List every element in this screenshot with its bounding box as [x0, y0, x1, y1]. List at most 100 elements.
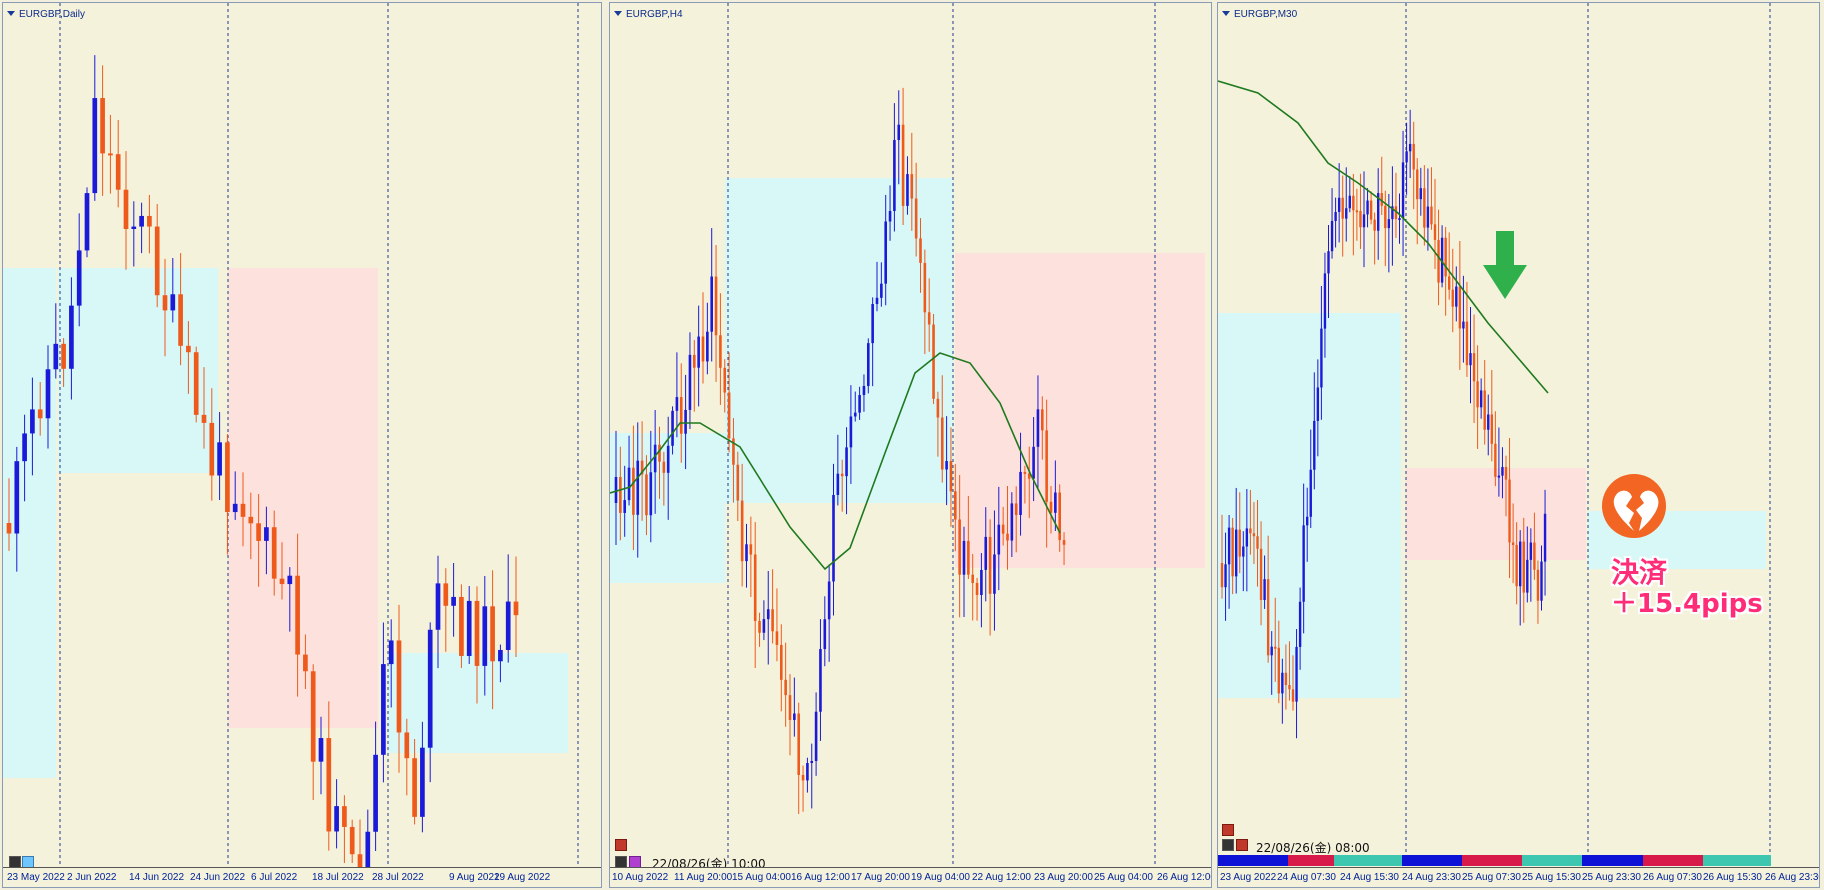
x-axis-label: 23 Aug 2022 [1220, 872, 1277, 883]
candle-body [295, 575, 300, 655]
down-arrow-icon [1483, 231, 1527, 299]
candle-body [404, 732, 410, 759]
candle-body [1462, 321, 1465, 329]
candle-body [1259, 548, 1263, 600]
x-axis-label: 18 Jul 2022 [312, 872, 364, 883]
minus-icon[interactable] [1222, 824, 1234, 836]
candle-body [1010, 503, 1014, 541]
candle-body [1242, 546, 1245, 557]
strength-bar-segment [1462, 855, 1522, 866]
support-zone-box [388, 653, 568, 753]
candle-body [1451, 289, 1454, 307]
candle-body [154, 226, 160, 296]
candle-body [832, 494, 835, 582]
chart-panel-daily[interactable]: EURGBP,Daily 23 May 2022 2 Jun 2022 14 Jun… [2, 2, 602, 888]
candle-body [714, 276, 718, 336]
candle-body [1416, 169, 1419, 200]
candle-body [836, 473, 840, 495]
candle-body [923, 262, 927, 313]
chart-canvas-m30[interactable] [1218, 3, 1820, 888]
candle-body [1519, 541, 1522, 587]
candle-body [849, 416, 853, 448]
candle-body [1533, 542, 1536, 570]
chart-panel-h4[interactable]: EURGBP,H4 22/08/26(金) 10:00 10 Aug 2022 1… [609, 2, 1212, 888]
candle-body [1522, 541, 1525, 593]
chart-title: EURGBP,M30 [1222, 9, 1297, 20]
candle-body [1270, 646, 1273, 656]
candle-body [692, 354, 696, 368]
dropdown-triangle-icon[interactable] [614, 11, 622, 16]
candle-body [1291, 689, 1295, 702]
candle-body [645, 474, 648, 516]
candle-body [784, 679, 787, 696]
candle-body [1023, 471, 1027, 474]
candle-body [766, 609, 770, 620]
candle-body [1220, 563, 1224, 588]
candle-body [649, 472, 653, 516]
candle-body [1526, 559, 1529, 593]
candle-body [1245, 528, 1249, 547]
candle-body [771, 609, 774, 632]
candle-body [1032, 446, 1035, 479]
candle-body [623, 500, 627, 513]
indicator-toggle-icon[interactable] [1236, 839, 1248, 851]
candle-body [684, 409, 687, 434]
candle-body [45, 369, 51, 419]
x-axis-label: 26 Aug 12:00 [1157, 872, 1212, 883]
dropdown-triangle-icon[interactable] [1222, 11, 1230, 16]
candle-body [1508, 479, 1511, 543]
candle-body [505, 601, 511, 650]
candle-body [1006, 533, 1009, 541]
candle-body [919, 238, 922, 263]
candle-body [1448, 276, 1451, 290]
candle-body [1536, 569, 1540, 601]
candle-body [279, 578, 285, 585]
candle-body [1049, 501, 1053, 513]
candle-body [381, 664, 386, 755]
candle-body [1014, 503, 1018, 515]
candle-body [326, 738, 332, 832]
candle-body [679, 397, 683, 434]
candle-body [1444, 237, 1447, 277]
candle-body [1330, 220, 1334, 252]
candle-body [412, 758, 417, 817]
strength-bar-segment [1288, 855, 1334, 866]
candle-body [1274, 646, 1277, 649]
candle-body [1419, 188, 1422, 200]
strength-bar-segment [1643, 855, 1703, 866]
candle-body [1295, 646, 1298, 702]
candle-body [1040, 409, 1044, 431]
candle-body [373, 754, 378, 832]
candle-body [1337, 197, 1341, 213]
dropdown-triangle-icon[interactable] [7, 11, 15, 16]
candle-body [53, 343, 59, 370]
candle-body [871, 304, 874, 344]
candle-body [1313, 420, 1316, 470]
settle-value: ＋15.4pips [1611, 589, 1763, 619]
x-axis-label: 19 Aug 2022 [494, 872, 551, 883]
candle-body [61, 343, 66, 369]
candle-body [1277, 647, 1280, 694]
candle-body [1366, 200, 1369, 215]
candle-body [84, 193, 90, 251]
candle-body [178, 294, 183, 346]
candle-body [1479, 390, 1483, 408]
candle-body [862, 385, 866, 396]
candle-body [451, 596, 456, 606]
candle-body [688, 354, 692, 410]
candle-body [1369, 200, 1373, 220]
candle-body [435, 583, 441, 630]
chart-panel-m30[interactable]: EURGBP,M30 22/08/26(金) 08:00 決済 ＋15.4pip… [1217, 2, 1820, 888]
candle-body [640, 460, 644, 475]
x-axis: 10 Aug 2022 11 Aug 20:00 15 Aug 04:00 16 Au… [610, 867, 1211, 887]
candle-body [658, 444, 661, 462]
candle-body [123, 189, 129, 230]
chart-canvas-daily[interactable] [3, 3, 602, 888]
candle-body [100, 98, 105, 154]
minus-icon[interactable] [615, 839, 627, 851]
moving-average-line [610, 352, 1061, 571]
candle-body [1284, 672, 1288, 686]
eye-icon[interactable] [1222, 839, 1234, 851]
chart-canvas-h4[interactable] [610, 3, 1212, 888]
resistance-zone-box [228, 268, 378, 728]
